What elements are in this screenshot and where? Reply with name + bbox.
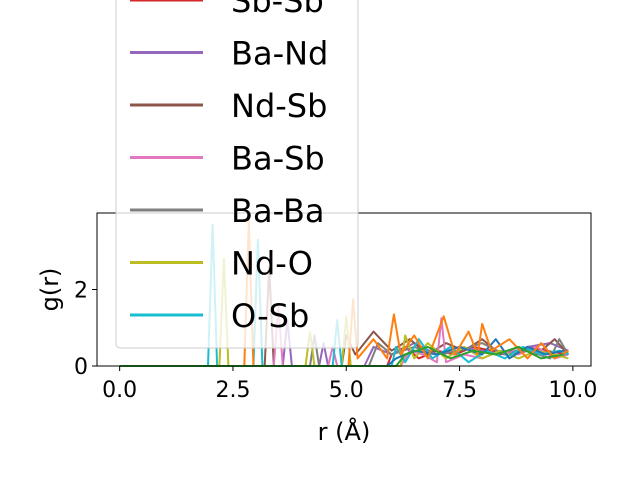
x-axis: 0.0 2.5 5.0 7.5 10.0 <box>102 366 597 403</box>
legend: Sb-Sb Ba-Nd Nd-Sb Ba-Sb Ba-Ba Nd-O O-Sb <box>115 0 359 349</box>
x-tick-label: 10.0 <box>548 378 597 403</box>
y-axis: 02 <box>74 279 97 380</box>
legend-entry: Ba-Ba <box>231 192 325 230</box>
y-tick-label: 0 <box>74 355 88 380</box>
y-axis-label: g(r) <box>36 268 64 312</box>
legend-entry: Sb-Sb <box>231 0 324 20</box>
x-tick-label: 7.5 <box>442 378 477 403</box>
x-axis-label: r (Å) <box>318 417 371 446</box>
legend-entry: Ba-Nd <box>231 35 328 73</box>
x-tick-label: 2.5 <box>215 378 250 403</box>
legend-entry: Ba-Sb <box>231 140 325 178</box>
x-tick-label: 0.0 <box>102 378 137 403</box>
legend-entry: O-Sb <box>231 297 309 335</box>
legend-entry: Nd-Sb <box>231 87 327 125</box>
x-tick-label: 5.0 <box>329 378 364 403</box>
series-line-unlabeled-9 <box>119 345 564 367</box>
y-tick-label: 2 <box>74 279 88 304</box>
legend-box <box>115 0 359 349</box>
legend-entry: Nd-O <box>231 245 313 283</box>
